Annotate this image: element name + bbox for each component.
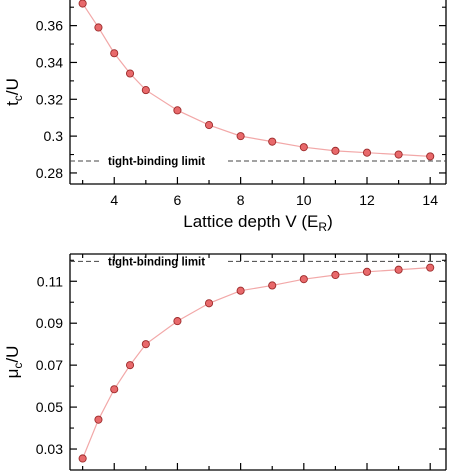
y-tick-label: 0.28: [36, 165, 63, 181]
data-point: [173, 106, 182, 115]
data-point: [141, 340, 150, 349]
data-point: [110, 385, 119, 394]
y-tick-label: 0.36: [36, 18, 63, 34]
y-tick-label: 0.05: [36, 399, 63, 415]
y-tick-label: 0.07: [36, 357, 63, 373]
data-point: [94, 415, 103, 424]
y-axis-label: tc/U: [3, 78, 25, 106]
data-point: [362, 148, 372, 157]
data-point: [236, 132, 245, 141]
data-point: [331, 270, 340, 280]
data-point: [78, 0, 87, 8]
data-point: [426, 152, 435, 161]
x-axis-label: Lattice depth V (ER): [183, 212, 332, 234]
x-tick-label: 10: [296, 192, 312, 208]
data-point: [331, 146, 340, 155]
data-point: [299, 143, 308, 152]
y-tick-label: 0.11: [37, 273, 63, 289]
x-tick-label: 14: [422, 192, 438, 208]
data-point: [94, 23, 103, 32]
y-tick-label: 0.3: [44, 128, 64, 144]
reference-line-label: tight-binding limit: [108, 256, 205, 268]
data-point: [78, 454, 87, 463]
panel-muc: 0.03 0.05 0.07 0.09 0.11 tight-binding limit μ…: [3, 253, 447, 471]
data-point: [125, 361, 135, 370]
data-point: [204, 121, 214, 130]
data-point: [362, 267, 372, 276]
data-point: [394, 150, 403, 159]
data-point: [204, 299, 214, 308]
panel-tc: 4 6 8 10 12 14 0.28 0.3 0.32 0.34 0.36 tight-bindin…: [3, 0, 447, 234]
data-point: [426, 263, 435, 272]
data-point: [110, 49, 119, 58]
series-line: [82, 3, 431, 157]
data-point: [268, 137, 277, 146]
series-line: [82, 267, 431, 459]
x-tick-label: 12: [359, 192, 375, 208]
y-tick-label: 0.09: [36, 315, 63, 331]
data-point: [173, 317, 182, 326]
x-tick-label: 4: [110, 192, 118, 208]
data-point: [299, 275, 308, 284]
x-tick-label: 6: [174, 192, 182, 208]
data-point: [268, 281, 277, 290]
data-point: [125, 69, 135, 78]
data-point: [394, 265, 403, 274]
y-axis-label: μc/U: [3, 346, 25, 379]
x-tick-label: 8: [237, 192, 245, 208]
y-tick-label: 0.34: [36, 54, 63, 70]
y-tick-label: 0.32: [36, 91, 63, 107]
y-tick-label: 0.03: [36, 441, 63, 457]
reference-line-label: tight-binding limit: [108, 156, 205, 168]
data-point: [141, 86, 150, 95]
data-point: [236, 286, 245, 295]
